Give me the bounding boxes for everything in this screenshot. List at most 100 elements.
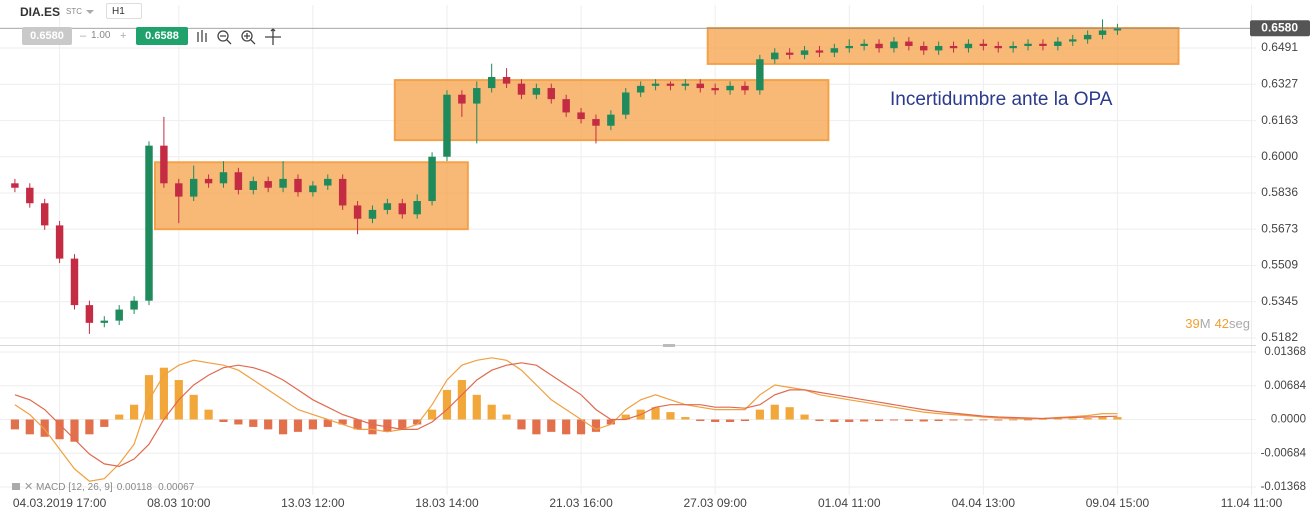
candle-body xyxy=(994,45,1002,49)
candle-body xyxy=(1039,43,1047,46)
macd-histogram-bar xyxy=(129,404,139,420)
panel-handle[interactable] xyxy=(663,344,675,347)
candle-body xyxy=(666,83,675,86)
candle-body xyxy=(115,309,123,321)
macd-histogram-bar xyxy=(889,419,899,421)
macd-histogram-bar xyxy=(413,419,422,425)
zoom-out-icon[interactable] xyxy=(217,30,229,42)
pan-icon[interactable] xyxy=(265,28,281,45)
x-tick-label: 04.03.2019 17:00 xyxy=(13,496,107,510)
candle-body xyxy=(860,43,868,46)
candle-type-icon[interactable] xyxy=(197,30,207,42)
spread: 1.00 xyxy=(91,30,111,41)
candle-body xyxy=(294,178,302,193)
macd-histogram-bar xyxy=(979,419,988,421)
candle-body xyxy=(26,187,34,204)
candle-body xyxy=(40,203,49,226)
macd-histogram-bar xyxy=(323,419,332,427)
candle-body xyxy=(473,88,481,104)
y-tick-label: -0.01368 xyxy=(1261,481,1306,493)
candle-body xyxy=(577,112,585,120)
candle-body xyxy=(890,41,898,49)
macd-histogram-bar xyxy=(204,409,213,420)
candle-body xyxy=(130,300,138,310)
candle-body xyxy=(204,178,213,184)
macd-histogram-bar xyxy=(949,419,958,421)
macd-histogram-bar xyxy=(621,414,630,420)
macd-histogram-bar xyxy=(234,419,243,425)
candle-body xyxy=(562,99,570,113)
spread-plus[interactable]: + xyxy=(120,30,127,42)
y-tick-label: -0.00684 xyxy=(1261,447,1307,459)
dropdown-arrow[interactable] xyxy=(86,10,94,14)
candle-body xyxy=(324,178,332,186)
candle-body xyxy=(875,43,883,49)
macd-histogram-bar xyxy=(487,404,496,420)
macd-histogram-bar xyxy=(800,414,809,420)
candle-body xyxy=(934,45,943,51)
candle-body xyxy=(547,88,555,100)
candle-body xyxy=(830,48,839,53)
candle-body xyxy=(1098,30,1107,35)
candle-body xyxy=(711,88,719,91)
candle-body xyxy=(920,45,928,51)
candle-body xyxy=(785,52,794,55)
macd-histogram-bar xyxy=(904,419,913,421)
macd-histogram-bar xyxy=(55,419,64,440)
x-tick-label: 09.04 15:00 xyxy=(1086,496,1150,510)
y-tick-label: 0.5836 xyxy=(1261,185,1298,199)
bid-price[interactable]: 0.6580 xyxy=(22,27,72,45)
candle-body xyxy=(979,43,988,46)
y-tick-label: 0.6327 xyxy=(1261,76,1298,90)
x-tick-label: 11.04 11:00 xyxy=(1221,496,1283,510)
macd-histogram-bar xyxy=(85,419,94,435)
candle-body xyxy=(964,43,973,49)
countdown-minutes: 39 xyxy=(1185,316,1199,331)
candle-body xyxy=(145,145,153,301)
macd-histogram-bar xyxy=(964,419,973,421)
timeframe[interactable]: H1 xyxy=(106,3,142,19)
candle-body xyxy=(175,183,183,197)
spread-minus[interactable]: – xyxy=(80,30,87,42)
macd-histogram-bar xyxy=(547,419,556,432)
x-tick-label: 13.03 12:00 xyxy=(281,496,345,510)
x-tick-label: 18.03 14:00 xyxy=(415,496,479,510)
annotation: Incertidumbre ante la OPA xyxy=(890,89,1113,110)
candle-body xyxy=(487,76,496,89)
candle-body xyxy=(55,225,64,259)
candle-body xyxy=(651,83,660,86)
macd-histogram-bar xyxy=(502,414,511,420)
macd-histogram-bar xyxy=(219,419,228,422)
macd-line xyxy=(14,362,1118,468)
macd-histogram-bar xyxy=(159,367,168,420)
candle-body xyxy=(756,59,764,91)
macd-histogram-bar xyxy=(815,419,824,421)
legend-icon[interactable] xyxy=(12,483,20,490)
legend-close[interactable]: ✕ xyxy=(24,481,33,493)
macd-histogram-bar xyxy=(576,419,586,435)
x-tick-label: 04.04 13:00 xyxy=(952,496,1016,510)
countdown-seconds: 42 xyxy=(1215,316,1229,331)
macd-histogram-bar xyxy=(100,419,109,427)
candle-body xyxy=(219,172,228,184)
candle-body xyxy=(771,52,779,60)
macd-histogram-bar xyxy=(338,419,347,425)
ask-price[interactable]: 0.6588 xyxy=(136,27,188,45)
candle-body xyxy=(636,85,645,93)
macd-histogram-bar xyxy=(25,419,34,435)
macd-histogram-bar xyxy=(1083,418,1092,420)
macd-histogram-bar xyxy=(919,419,928,422)
candle-body xyxy=(800,50,809,55)
symbol[interactable]: DIA.ES xyxy=(20,5,61,19)
macd-histogram-bar xyxy=(427,409,437,420)
candle-body xyxy=(502,76,511,84)
countdown-minutes-unit: M xyxy=(1200,316,1211,331)
macd-histogram-bar xyxy=(442,389,452,420)
candle-body xyxy=(532,88,541,95)
candle-body xyxy=(845,45,853,49)
exchange[interactable]: STC xyxy=(66,7,82,16)
zoom-in-icon[interactable] xyxy=(241,30,253,42)
macd-histogram-bar xyxy=(562,419,571,435)
macd-histogram-bar xyxy=(1023,419,1033,421)
